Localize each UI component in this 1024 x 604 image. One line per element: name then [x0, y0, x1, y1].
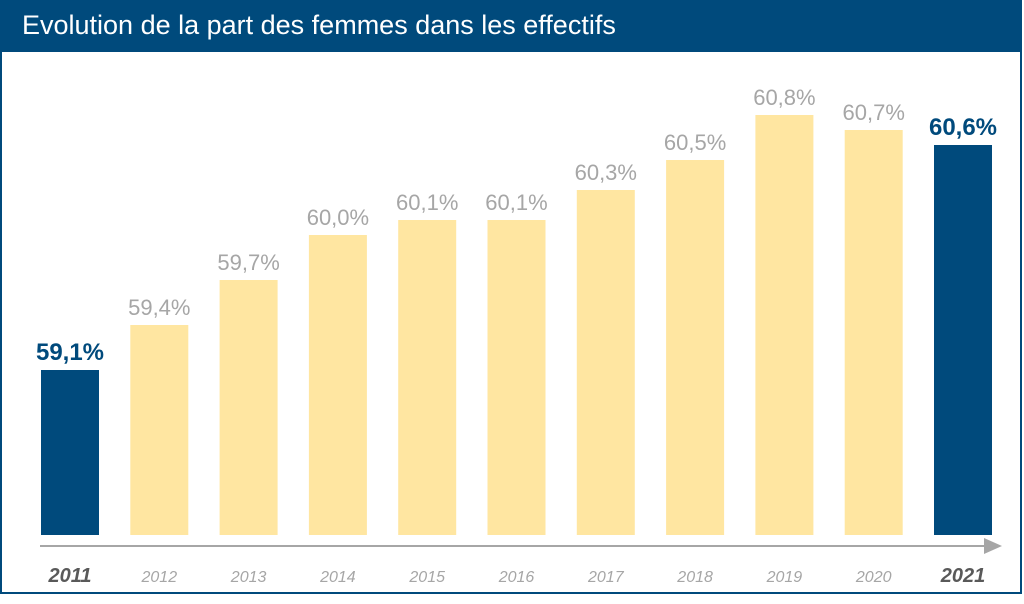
bar-2021: [934, 145, 992, 535]
tick-label-2014: 2014: [319, 569, 356, 586]
chart-title: Evolution de la part des femmes dans les…: [22, 10, 616, 40]
bar-2017: [576, 190, 635, 535]
data-label-2020: 60,7%: [843, 100, 905, 125]
data-label-2021: 60,6%: [929, 114, 997, 141]
bar-2011: [41, 370, 99, 535]
tick-label-2017: 2017: [587, 569, 625, 586]
tick-label-2013: 2013: [230, 569, 267, 586]
bar-2020: [844, 130, 903, 535]
data-label-2017: 60,3%: [575, 160, 637, 185]
bar-2018: [666, 160, 725, 535]
bar-2015: [398, 220, 457, 535]
tick-label-2021: 2021: [940, 565, 986, 587]
tick-label-2020: 2020: [855, 569, 892, 586]
tick-label-2015: 2015: [408, 569, 445, 586]
data-label-2011: 59,1%: [36, 339, 104, 366]
data-label-2019: 60,8%: [753, 85, 815, 110]
tick-label-2018: 2018: [676, 569, 713, 586]
data-label-2012: 59,4%: [128, 295, 190, 320]
data-label-2014: 60,0%: [307, 205, 369, 230]
bar-2013: [219, 280, 278, 535]
data-label-2016: 60,1%: [485, 190, 547, 215]
tick-label-2016: 2016: [498, 569, 535, 586]
data-label-2013: 59,7%: [217, 250, 279, 275]
tick-label-2012: 2012: [141, 569, 178, 586]
tick-label-2019: 2019: [766, 569, 803, 586]
bar-2014: [308, 235, 367, 535]
title-bar: Evolution de la part des femmes dans les…: [0, 0, 1022, 52]
bar-2016: [487, 220, 546, 535]
bar-2012: [130, 325, 189, 535]
data-label-2018: 60,5%: [664, 130, 726, 155]
tick-label-2011: 2011: [47, 565, 91, 587]
data-label-2015: 60,1%: [396, 190, 458, 215]
x-axis-arrowhead: [984, 538, 1002, 554]
bar-2019: [755, 115, 814, 535]
